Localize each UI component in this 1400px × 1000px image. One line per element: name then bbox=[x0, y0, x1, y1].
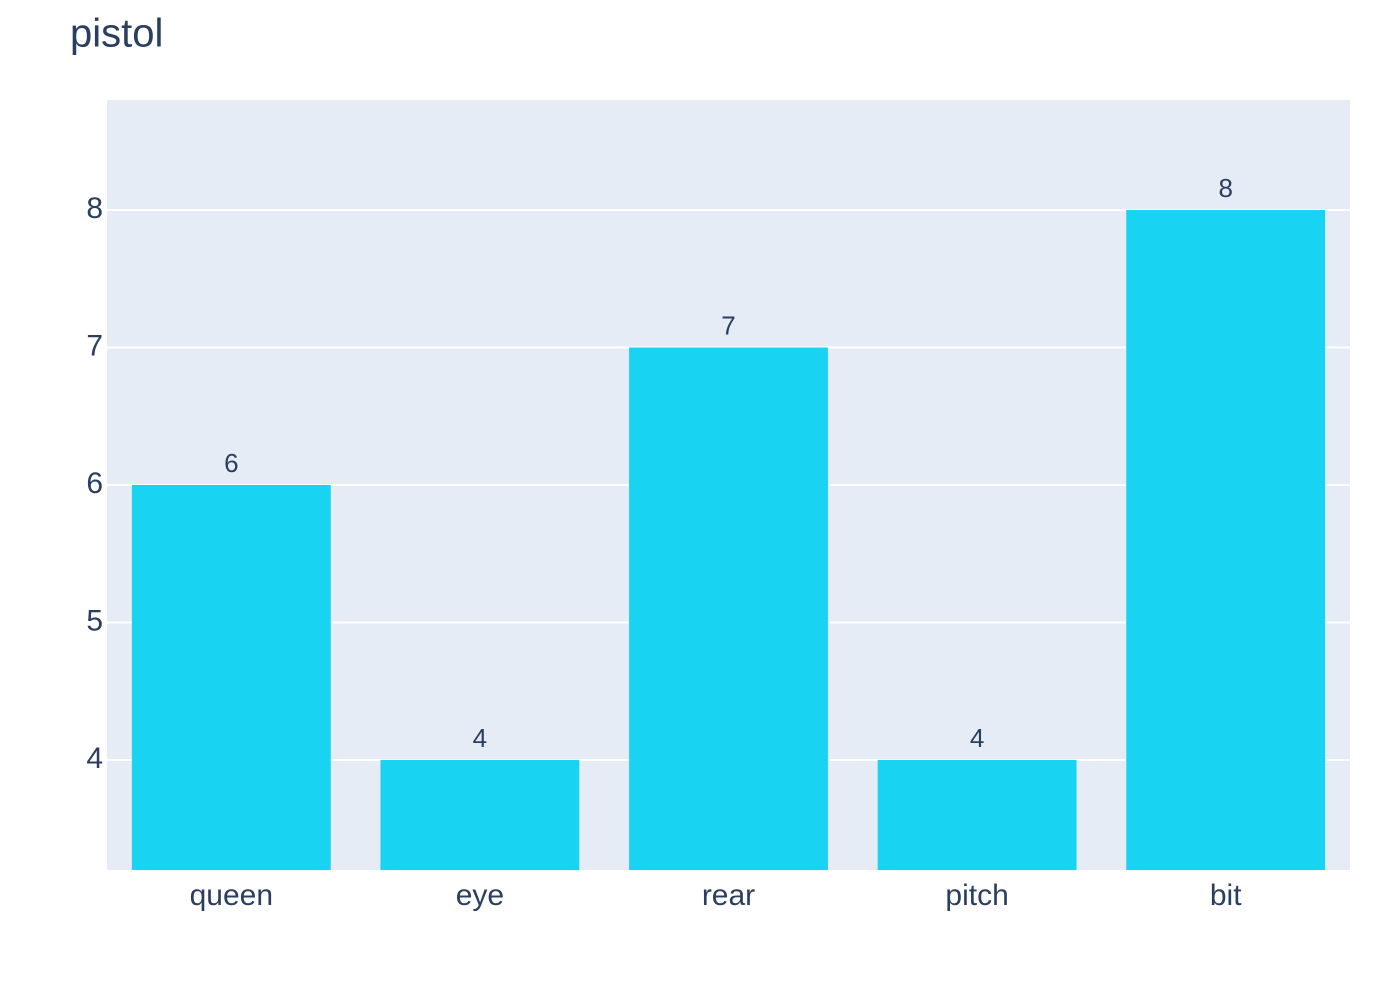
bar bbox=[1126, 210, 1326, 870]
bar bbox=[380, 760, 580, 870]
data-label: 7 bbox=[721, 310, 735, 340]
data-label: 8 bbox=[1218, 173, 1232, 203]
data-label: 6 bbox=[224, 448, 238, 478]
y-tick-label: 8 bbox=[86, 192, 103, 225]
bar bbox=[877, 760, 1077, 870]
y-tick-label: 5 bbox=[86, 604, 103, 637]
x-tick-label: pitch bbox=[945, 879, 1008, 912]
chart-title: pistol bbox=[70, 12, 163, 56]
y-tick-label: 6 bbox=[86, 467, 103, 500]
data-label: 4 bbox=[970, 723, 984, 753]
x-tick-label: rear bbox=[702, 879, 755, 912]
data-label: 4 bbox=[473, 723, 487, 753]
x-tick-label: eye bbox=[456, 879, 504, 912]
x-tick-label: queen bbox=[190, 879, 273, 912]
y-tick-label: 7 bbox=[86, 329, 103, 362]
y-tick-label: 4 bbox=[86, 742, 103, 775]
bar bbox=[629, 347, 828, 870]
bar bbox=[131, 485, 331, 870]
x-tick-label: bit bbox=[1210, 879, 1242, 912]
